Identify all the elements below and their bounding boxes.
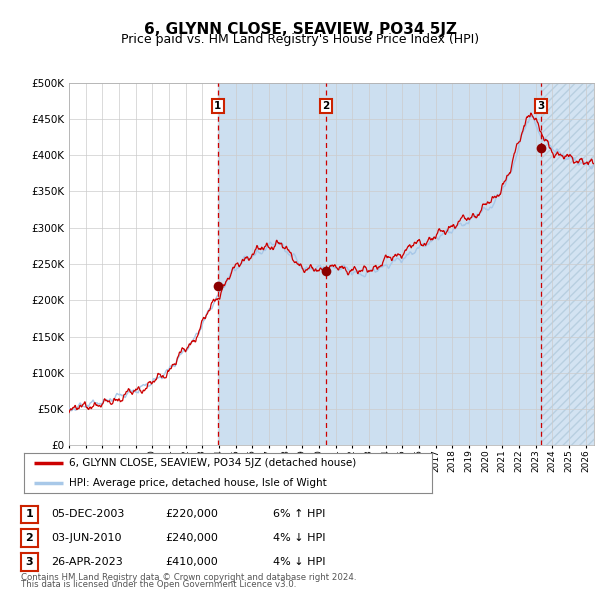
Text: HPI: Average price, detached house, Isle of Wight: HPI: Average price, detached house, Isle… (69, 478, 326, 488)
Bar (326, 83, 541, 445)
Text: Price paid vs. HM Land Registry's House Price Index (HPI): Price paid vs. HM Land Registry's House … (121, 33, 479, 46)
Text: £240,000: £240,000 (165, 533, 218, 543)
Text: 03-JUN-2010: 03-JUN-2010 (51, 533, 121, 543)
Text: 3: 3 (538, 101, 545, 111)
Bar (69, 83, 218, 445)
Text: 4% ↓ HPI: 4% ↓ HPI (273, 557, 325, 566)
Text: 6, GLYNN CLOSE, SEAVIEW, PO34 5JZ: 6, GLYNN CLOSE, SEAVIEW, PO34 5JZ (143, 22, 457, 37)
Text: £220,000: £220,000 (165, 510, 218, 519)
Text: 26-APR-2023: 26-APR-2023 (51, 557, 123, 566)
Text: 2: 2 (322, 101, 329, 111)
Text: 2: 2 (26, 533, 33, 543)
Text: 6, GLYNN CLOSE, SEAVIEW, PO34 5JZ (detached house): 6, GLYNN CLOSE, SEAVIEW, PO34 5JZ (detac… (69, 458, 356, 468)
Bar (541, 83, 594, 445)
Text: Contains HM Land Registry data © Crown copyright and database right 2024.: Contains HM Land Registry data © Crown c… (21, 573, 356, 582)
Text: 3: 3 (26, 557, 33, 566)
Text: £410,000: £410,000 (165, 557, 218, 566)
Text: This data is licensed under the Open Government Licence v3.0.: This data is licensed under the Open Gov… (21, 580, 296, 589)
Bar (218, 83, 326, 445)
Text: 05-DEC-2003: 05-DEC-2003 (51, 510, 124, 519)
Text: 1: 1 (214, 101, 221, 111)
Text: 4% ↓ HPI: 4% ↓ HPI (273, 533, 325, 543)
Text: 1: 1 (26, 510, 33, 519)
Text: 6% ↑ HPI: 6% ↑ HPI (273, 510, 325, 519)
Bar (541, 83, 594, 445)
